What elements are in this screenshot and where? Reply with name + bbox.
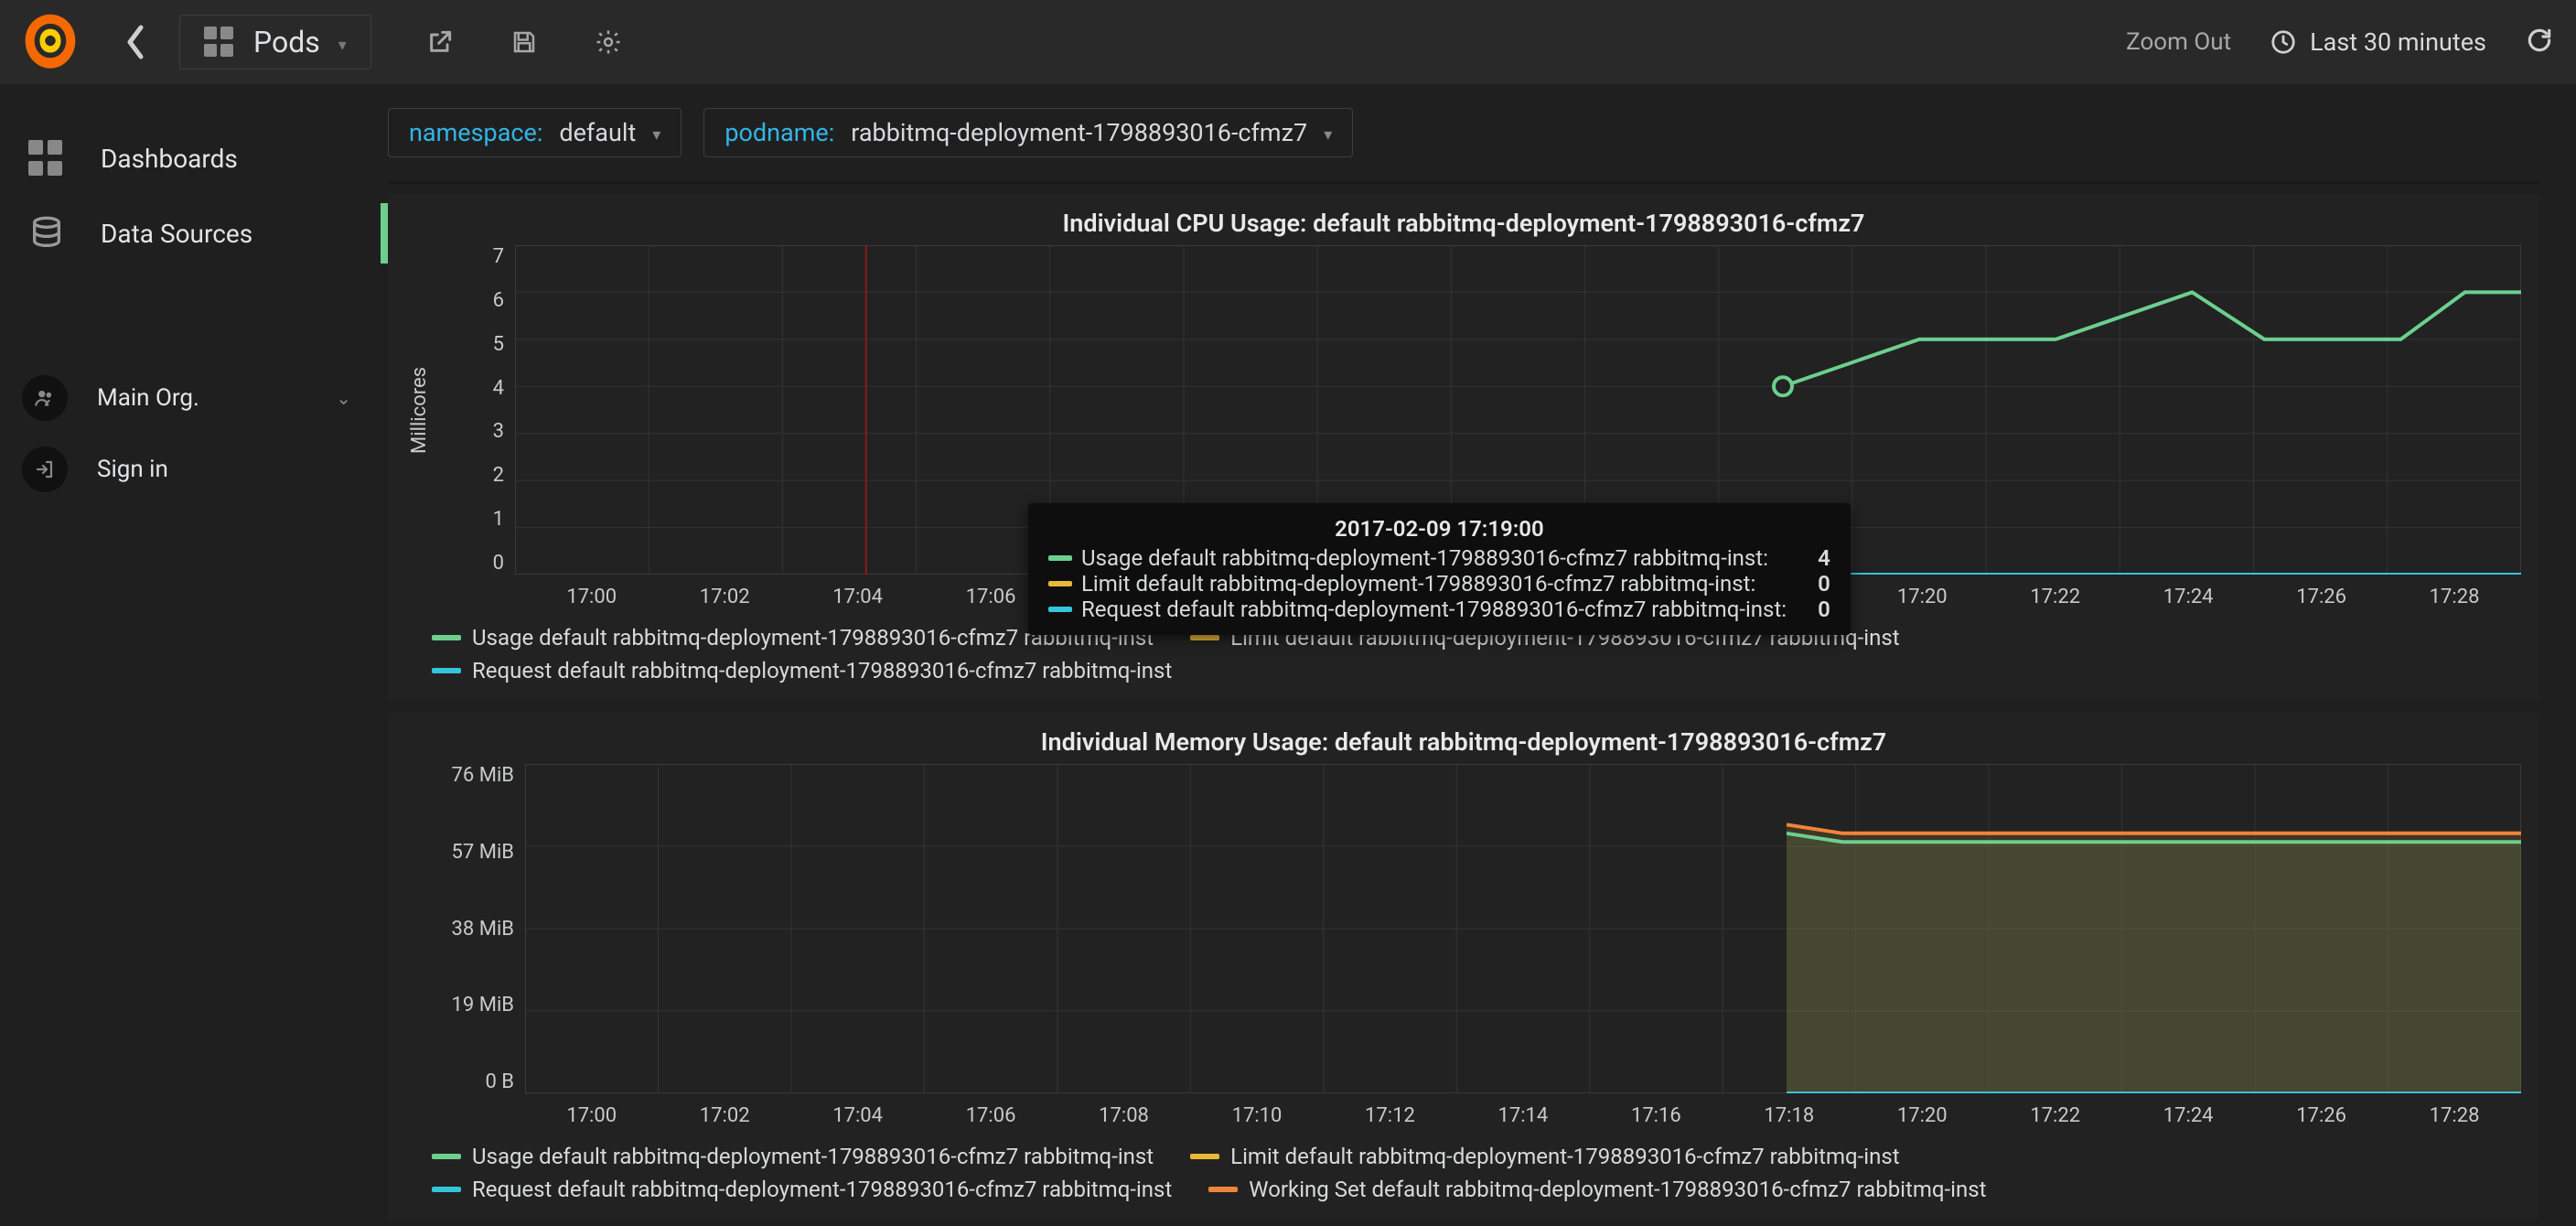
sidebar-item-label: Dashboards (101, 144, 238, 174)
chevron-down-icon: ⌄ (336, 387, 351, 409)
dashboard-grid-icon (204, 27, 235, 58)
clock-icon (2270, 28, 2297, 56)
topbar-actions (424, 27, 624, 58)
time-range-picker[interactable]: Last 30 minutes (2270, 27, 2486, 57)
org-switcher[interactable]: Main Org. ⌄ (0, 362, 388, 434)
legend-item[interactable]: Limit default rabbitmq-deployment-179889… (1190, 1144, 1899, 1169)
y-axis-labels: 76 MiB57 MiB38 MiB19 MiB0 B (406, 764, 525, 1093)
panel-title: Individual Memory Usage: default rabbitm… (406, 722, 2521, 764)
sidebar-item-label: Data Sources (101, 219, 252, 249)
dashboard-title: Pods (253, 25, 320, 59)
org-label: Main Org. (97, 384, 199, 412)
y-axis-title: Millicores (406, 367, 433, 454)
var-namespace[interactable]: namespace: default ▾ (388, 108, 682, 157)
sidebar-item-dashboards[interactable]: Dashboards (0, 121, 388, 196)
content: namespace: default ▾ podname: rabbitmq-d… (388, 84, 2576, 1226)
legend-item[interactable]: Working Set default rabbitmq-deployment-… (1208, 1177, 1986, 1202)
var-label: podname: (724, 118, 834, 147)
sidebar: Dashboards Data Sources Main Org. ⌄ Sign… (0, 84, 388, 1226)
sidebar-item-datasources[interactable]: Data Sources (0, 196, 388, 271)
var-podname[interactable]: podname: rabbitmq-deployment-1798893016-… (703, 108, 1353, 157)
cpu-usage-panel: Individual CPU Usage: default rabbitmq-d… (388, 194, 2539, 700)
var-value: rabbitmq-deployment-1798893016-cfmz7 (851, 118, 1307, 147)
database-icon (22, 209, 71, 258)
var-label: namespace: (409, 118, 542, 147)
x-axis-labels: 17:0017:0217:0417:0617:0817:1017:1217:14… (406, 1093, 2521, 1127)
dashboards-icon (22, 134, 71, 183)
legend-item[interactable]: Usage default rabbitmq-deployment-179889… (432, 1144, 1154, 1169)
memory-chart[interactable] (525, 764, 2521, 1093)
topbar: Pods ▾ Zoom Out Last 30 minutes (0, 0, 2576, 84)
chart-tooltip: 2017-02-09 17:19:00Usage default rabbitm… (1028, 503, 1851, 635)
chevron-down-icon: ▾ (1324, 125, 1332, 145)
dashboard-picker[interactable]: Pods ▾ (179, 15, 371, 70)
memory-usage-panel: Individual Memory Usage: default rabbitm… (388, 713, 2539, 1219)
memory-legend: Usage default rabbitmq-deployment-179889… (406, 1127, 2521, 1213)
grafana-logo-icon[interactable] (9, 1, 91, 83)
settings-button[interactable] (593, 27, 624, 58)
chevron-down-icon: ▾ (338, 36, 347, 55)
panel-title: Individual CPU Usage: default rabbitmq-d… (406, 203, 2521, 245)
signin-icon (22, 446, 68, 492)
refresh-button[interactable] (2525, 26, 2554, 59)
template-variables-row: namespace: default ▾ podname: rabbitmq-d… (388, 84, 2539, 185)
signin-button[interactable]: Sign in (0, 434, 388, 505)
signin-label: Sign in (97, 456, 168, 483)
legend-item[interactable]: Request default rabbitmq-deployment-1798… (432, 658, 1172, 683)
y-axis-labels: 76543210 (433, 245, 515, 575)
save-button[interactable] (509, 27, 540, 58)
users-icon (22, 375, 68, 421)
zoom-out-button[interactable]: Zoom Out (2126, 28, 2231, 56)
share-button[interactable] (424, 27, 456, 58)
var-value: default (559, 118, 636, 147)
legend-item[interactable]: Request default rabbitmq-deployment-1798… (432, 1177, 1172, 1202)
back-button[interactable] (108, 15, 163, 70)
time-range-label: Last 30 minutes (2310, 27, 2486, 57)
chevron-down-icon: ▾ (652, 125, 660, 145)
